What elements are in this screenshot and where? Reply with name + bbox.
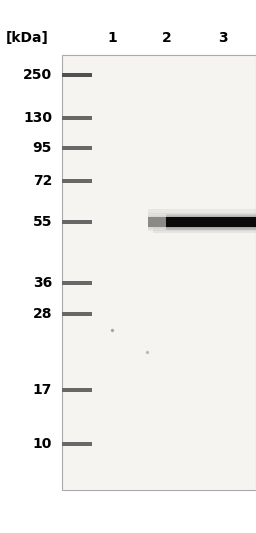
Text: 28: 28 <box>33 307 52 321</box>
Bar <box>62 116 92 120</box>
Bar <box>62 312 92 316</box>
Bar <box>148 215 256 229</box>
Bar <box>62 442 92 446</box>
Bar <box>62 220 92 224</box>
Bar <box>148 214 166 230</box>
Bar <box>148 217 256 227</box>
Bar <box>148 216 256 228</box>
Text: 17: 17 <box>33 383 52 397</box>
Bar <box>148 214 256 230</box>
Bar <box>62 55 256 490</box>
Bar <box>148 213 256 231</box>
Bar <box>148 221 256 223</box>
Text: 95: 95 <box>33 141 52 155</box>
Bar <box>148 217 256 227</box>
Text: [kDa]: [kDa] <box>6 31 49 45</box>
Bar <box>148 214 256 230</box>
Text: 10: 10 <box>33 437 52 451</box>
Text: 55: 55 <box>33 215 52 229</box>
Bar <box>62 146 92 150</box>
Text: 36: 36 <box>33 276 52 290</box>
Text: 250: 250 <box>23 68 52 82</box>
Bar <box>148 220 256 224</box>
Bar <box>148 209 256 215</box>
Bar <box>62 281 92 285</box>
Bar <box>62 388 92 392</box>
Bar <box>148 219 256 225</box>
Bar <box>153 227 256 233</box>
Text: 1: 1 <box>108 31 118 45</box>
Text: 3: 3 <box>218 31 228 45</box>
Bar <box>62 73 92 77</box>
Text: 130: 130 <box>23 111 52 125</box>
Bar <box>148 217 256 227</box>
Bar <box>62 179 92 183</box>
Text: 72: 72 <box>33 174 52 188</box>
Bar <box>148 221 256 223</box>
Text: 2: 2 <box>162 31 171 45</box>
Bar <box>148 218 256 226</box>
